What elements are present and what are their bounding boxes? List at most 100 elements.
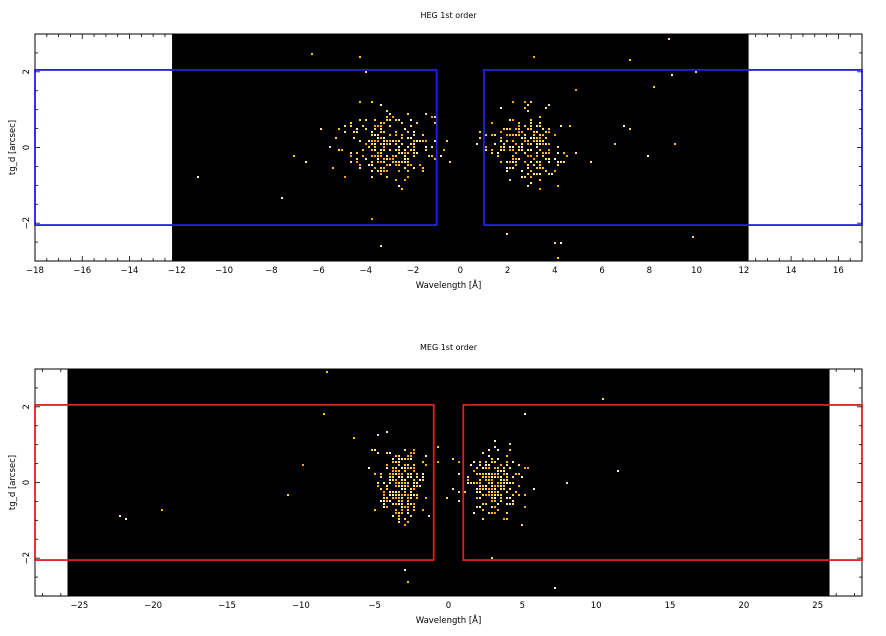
- event-pixel: [491, 500, 493, 502]
- event-pixel: [329, 146, 331, 148]
- event-pixel: [569, 125, 571, 127]
- event-pixel: [566, 155, 568, 157]
- event-pixel: [344, 125, 346, 127]
- event-pixel-outlier: [326, 371, 328, 373]
- event-pixel: [371, 149, 373, 151]
- event-pixel: [506, 476, 508, 478]
- event-pixel: [404, 479, 406, 481]
- event-pixel: [392, 497, 394, 499]
- event-pixel: [506, 491, 508, 493]
- event-pixel: [512, 476, 514, 478]
- event-pixel: [503, 485, 505, 487]
- event-pixel: [500, 131, 502, 133]
- event-pixel: [374, 449, 376, 451]
- event-pixel: [509, 146, 511, 148]
- event-pixel: [527, 164, 529, 166]
- event-pixel: [371, 140, 373, 142]
- event-pixel: [371, 164, 373, 166]
- event-pixel: [536, 137, 538, 139]
- event-pixel: [476, 506, 478, 508]
- event-pixel: [437, 461, 439, 463]
- event-pixel: [506, 473, 508, 475]
- event-pixel: [497, 509, 499, 511]
- event-pixel: [410, 515, 412, 517]
- event-pixel: [470, 464, 472, 466]
- y-tick-label: −2: [22, 217, 32, 230]
- x-tick-label: 8: [647, 266, 652, 276]
- event-pixel: [500, 464, 502, 466]
- event-pixel: [533, 140, 535, 142]
- event-pixel: [518, 122, 520, 124]
- event-pixel: [374, 509, 376, 511]
- event-pixel: [398, 473, 400, 475]
- event-pixel: [497, 482, 499, 484]
- event-pixel: [521, 176, 523, 178]
- event-pixel: [380, 122, 382, 124]
- event-pixel: [395, 509, 397, 511]
- event-pixel: [554, 134, 556, 136]
- event-pixel-outlier: [161, 509, 163, 511]
- event-pixel: [542, 128, 544, 130]
- event-pixel: [425, 113, 427, 115]
- event-pixel: [407, 152, 409, 154]
- event-pixel: [377, 170, 379, 172]
- event-pixel: [419, 164, 421, 166]
- event-pixel: [491, 479, 493, 481]
- event-pixel: [491, 482, 493, 484]
- event-pixel: [494, 440, 496, 442]
- event-pixel: [491, 485, 493, 487]
- event-pixel: [404, 152, 406, 154]
- event-pixel: [524, 161, 526, 163]
- event-pixel: [398, 518, 400, 520]
- event-pixel: [485, 494, 487, 496]
- event-pixel: [392, 161, 394, 163]
- event-pixel: [479, 491, 481, 493]
- event-pixel: [422, 167, 424, 169]
- event-pixel: [497, 155, 499, 157]
- event-pixel: [404, 470, 406, 472]
- event-pixel: [380, 173, 382, 175]
- event-pixel: [413, 143, 415, 145]
- event-pixel: [422, 476, 424, 478]
- event-pixel: [524, 101, 526, 103]
- event-pixel: [452, 458, 454, 460]
- event-pixel: [386, 116, 388, 118]
- event-pixel: [500, 497, 502, 499]
- event-pixel: [401, 506, 403, 508]
- event-pixel: [443, 149, 445, 151]
- event-pixel: [548, 131, 550, 133]
- event-pixel: [365, 119, 367, 121]
- x-tick-label: 16: [833, 266, 844, 276]
- y-tick-label: 2: [22, 404, 32, 409]
- event-pixel: [359, 140, 361, 142]
- event-pixel: [407, 131, 409, 133]
- event-pixel: [506, 161, 508, 163]
- event-pixel: [389, 158, 391, 160]
- event-pixel: [392, 515, 394, 517]
- event-pixel: [509, 467, 511, 469]
- event-pixel: [419, 140, 421, 142]
- event-pixel: [530, 149, 532, 151]
- event-pixel-outlier: [491, 557, 493, 559]
- event-pixel: [395, 512, 397, 514]
- event-pixel: [518, 131, 520, 133]
- event-pixel: [389, 164, 391, 166]
- event-pixel: [500, 485, 502, 487]
- event-pixel: [395, 467, 397, 469]
- event-pixel: [389, 143, 391, 145]
- event-pixel: [557, 164, 559, 166]
- event-pixel: [422, 134, 424, 136]
- event-pixel: [398, 161, 400, 163]
- event-pixel: [410, 497, 412, 499]
- event-pixel: [350, 122, 352, 124]
- event-pixel: [350, 152, 352, 154]
- event-pixel-outlier: [566, 482, 568, 484]
- event-pixel: [533, 131, 535, 133]
- event-pixel: [341, 149, 343, 151]
- event-pixel: [383, 122, 385, 124]
- event-pixel: [413, 131, 415, 133]
- x-tick-label: −10: [215, 266, 233, 276]
- event-pixel: [491, 149, 493, 151]
- event-pixel: [407, 512, 409, 514]
- event-pixel: [506, 482, 508, 484]
